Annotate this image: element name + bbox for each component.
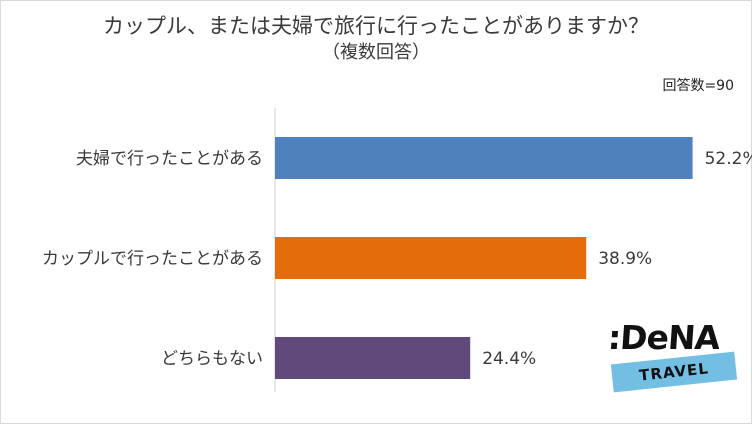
value-label-3: 24.4% bbox=[482, 349, 536, 369]
dena-travel-logo: :DeNA TRAVEL bbox=[606, 318, 740, 418]
category-label-2: カップルで行ったことがある bbox=[42, 249, 263, 269]
bar-2 bbox=[275, 237, 587, 279]
bar-1 bbox=[275, 137, 693, 179]
chart-subtitle: （複数回答） bbox=[322, 42, 430, 63]
category-label-3: どちらもない bbox=[161, 349, 263, 369]
bar-3 bbox=[275, 337, 471, 379]
chart-title: カップル、または夫婦で旅行に行ったことがありますか？ bbox=[103, 14, 649, 38]
value-label-2: 38.9% bbox=[598, 249, 652, 269]
bar-group: 夫婦で行ったことがある 52.2% カップルで行ったことがある 38.9% どちらもない… bbox=[42, 137, 752, 379]
respondent-count: 回答数=90 bbox=[662, 78, 734, 94]
logo-brand-text: :DeNA bbox=[606, 318, 721, 357]
category-label-1: 夫婦で行ったことがある bbox=[76, 149, 263, 169]
value-label-1: 52.2% bbox=[705, 149, 752, 169]
logo-sub-text: TRAVEL bbox=[638, 359, 710, 385]
